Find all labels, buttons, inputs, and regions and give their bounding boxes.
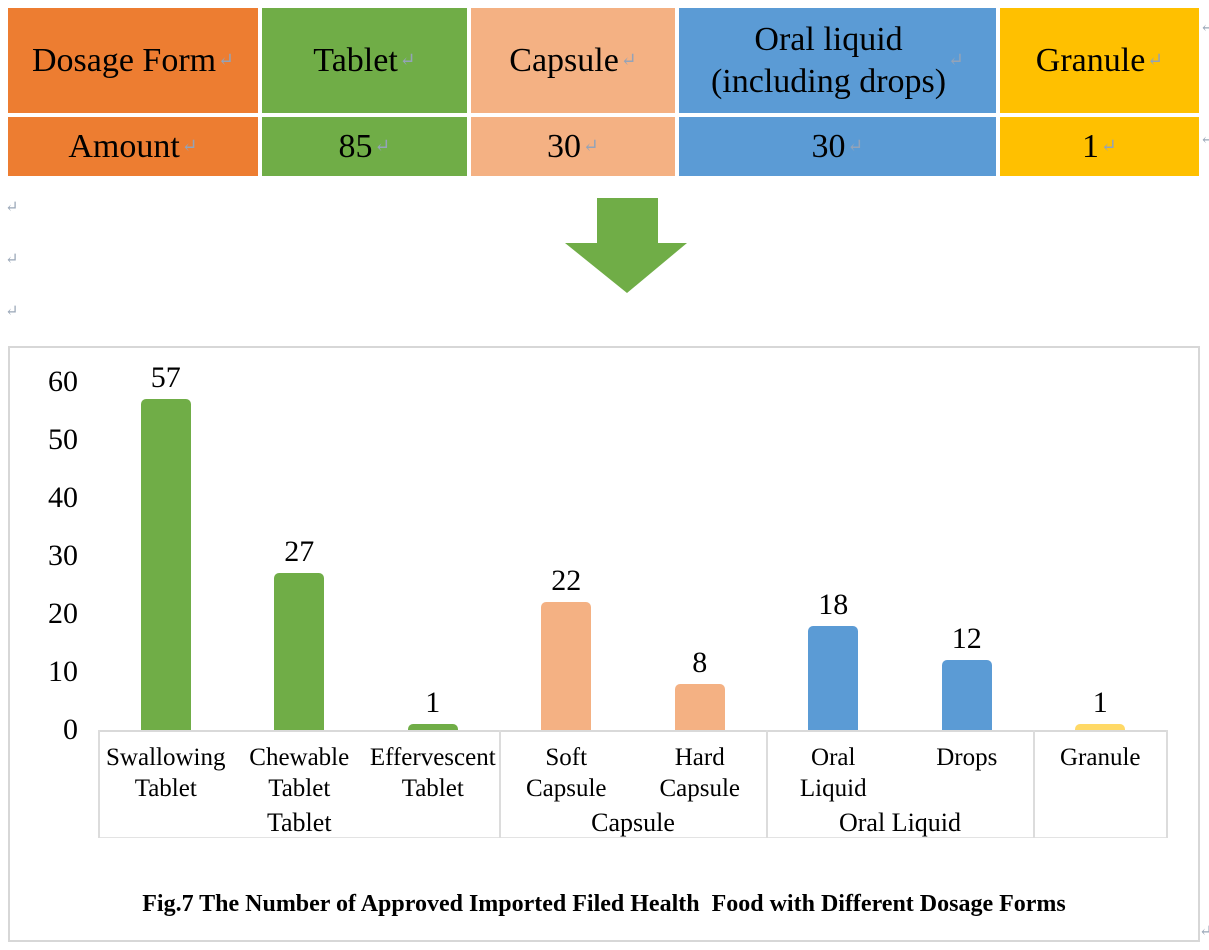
bar-drops	[941, 660, 992, 730]
y-tick-label-40: 40	[48, 481, 78, 514]
cell-text: 85	[338, 127, 373, 165]
paragraph-mark: ↵	[1147, 50, 1164, 71]
paragraph-mark: ↵	[1101, 136, 1117, 157]
header-cell-dosage-form[interactable]: Dosage Form ↵	[8, 8, 258, 113]
group-label-capsule: Capsule	[591, 808, 675, 837]
y-tick-label-0: 0	[63, 713, 78, 746]
category-label-swallowing-tablet: Swallowing Tablet	[106, 744, 226, 802]
dosage-bar-chart-figure[interactable]: Fig.7 The Number of Approved Imported Fi…	[8, 346, 1200, 942]
cell-text: Oral liquid (including drops)	[710, 20, 947, 100]
category-label-drops: Drops	[936, 744, 998, 771]
bar-soft-capsule	[541, 602, 592, 730]
category-divider	[1166, 730, 1168, 838]
y-tick-label-60: 60	[48, 365, 78, 398]
down-arrow-shape[interactable]	[565, 198, 687, 294]
paragraph-mark: ↵	[5, 303, 19, 320]
cell-text: 30	[547, 127, 582, 165]
cell-text: Tablet	[313, 41, 398, 79]
header-cell-tablet[interactable]: Tablet ↵	[262, 8, 467, 113]
cell-text: Dosage Form	[31, 41, 217, 79]
value-label-chewable-tablet: 27	[284, 535, 315, 568]
down-arrow	[565, 198, 687, 293]
cell-text: 1	[1082, 127, 1100, 165]
group-label-oral-liquid: Oral Liquid	[838, 808, 962, 837]
category-divider	[98, 730, 100, 838]
bar-effervescent-tablet	[407, 724, 458, 730]
cell-text: 30	[811, 127, 846, 165]
category-label-oral-liquid: Oral Liquid	[799, 744, 867, 802]
value-label-soft-capsule: 22	[551, 564, 582, 597]
value-label-effervescent-tablet: 1	[425, 686, 441, 719]
category-divider	[498, 730, 501, 838]
paragraph-mark: ↵	[374, 136, 391, 157]
paragraph-mark: ↵	[399, 50, 416, 71]
y-tick-label-10: 10	[48, 655, 78, 688]
category-label-hard-capsule: Hard Capsule	[659, 744, 741, 802]
paragraph-mark: ↵	[583, 136, 599, 157]
bar-chewable-tablet	[274, 573, 325, 730]
y-tick-label-50: 50	[48, 423, 78, 456]
amount-cell-amount[interactable]: Amount ↵	[8, 117, 258, 176]
bar-oral-liquid	[808, 626, 859, 730]
value-label-hard-capsule: 8	[692, 646, 708, 679]
category-label-soft-capsule: Soft Capsule	[525, 744, 607, 802]
bar-hard-capsule	[674, 684, 725, 730]
category-divider	[1032, 730, 1035, 838]
dosage-form-table: Dosage Form ↵ Tablet ↵ Capsule ↵ Oral liquid (…	[8, 8, 1199, 176]
category-label-chewable-tablet: Chewable Tablet	[249, 744, 350, 802]
category-label-effervescent-tablet: Effervescent Tablet	[369, 744, 496, 802]
paragraph-mark: ↵	[5, 199, 19, 216]
y-tick-label-20: 20	[48, 597, 78, 630]
paragraph-mark: ↵	[181, 136, 198, 157]
value-label-granule: 1	[1092, 686, 1108, 719]
paragraph-mark: ↵	[847, 136, 864, 157]
paragraph-mark: ↵	[218, 50, 235, 71]
cell-text: Amount	[68, 127, 180, 165]
bar-swallowing-tablet	[140, 399, 191, 730]
value-label-oral-liquid: 18	[818, 588, 849, 621]
paragraph-mark: ↵	[620, 50, 637, 71]
amount-cell-30[interactable]: 30 ↵	[679, 117, 996, 176]
cell-text: Granule	[1035, 41, 1146, 79]
amount-cell-85[interactable]: 85 ↵	[262, 117, 467, 176]
down-arrow-icon	[565, 198, 687, 293]
header-cell-oral-liquid-including-drops[interactable]: Oral liquid (including drops) ↵	[679, 8, 996, 113]
category-label-granule: Granule	[1059, 744, 1141, 771]
label-area-bottom-line	[99, 837, 1167, 838]
category-divider	[765, 730, 768, 838]
paragraph-mark: ↵	[1200, 19, 1209, 36]
amount-cell-1[interactable]: 1 ↵	[1000, 117, 1199, 176]
value-label-drops: 12	[951, 622, 982, 655]
amount-cell-30[interactable]: 30 ↵	[471, 117, 675, 176]
bar-granule	[1075, 724, 1126, 730]
group-label-tablet: Tablet	[266, 808, 332, 837]
paragraph-mark: ↵	[1199, 923, 1209, 940]
figure-caption: Fig.7 The Number of Approved Imported Fi…	[142, 891, 1066, 917]
header-cell-capsule[interactable]: Capsule ↵	[471, 8, 675, 113]
paragraph-mark: ↵	[1200, 131, 1209, 148]
cell-text: Capsule	[509, 41, 619, 79]
x-axis-line	[99, 730, 1167, 732]
value-label-swallowing-tablet: 57	[150, 361, 181, 394]
header-cell-granule[interactable]: Granule ↵	[1000, 8, 1199, 113]
paragraph-mark: ↵	[5, 251, 19, 268]
y-tick-label-30: 30	[48, 539, 78, 572]
paragraph-mark: ↵	[948, 50, 965, 71]
